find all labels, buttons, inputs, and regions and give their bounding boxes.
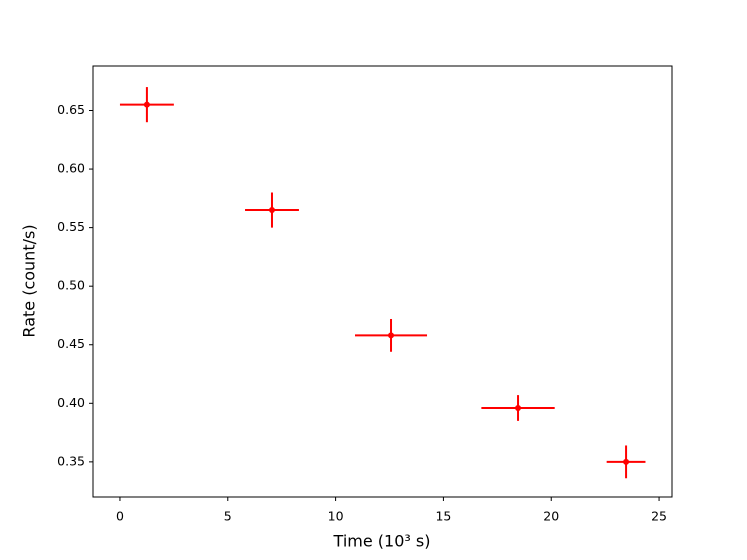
y-tick-label: 0.55	[57, 219, 85, 234]
y-tick-label: 0.65	[57, 102, 85, 117]
x-tick-label: 10	[328, 509, 344, 524]
data-point	[143, 101, 150, 108]
x-tick-label: 0	[116, 509, 124, 524]
y-tick-label: 0.45	[57, 336, 85, 351]
x-axis-label: Time (10³ s)	[333, 532, 431, 551]
x-tick-label: 25	[651, 509, 667, 524]
y-tick-label: 0.35	[57, 453, 85, 468]
x-tick-label: 5	[224, 509, 232, 524]
data-point	[388, 332, 395, 339]
x-tick-label: 15	[435, 509, 451, 524]
plot-frame	[92, 65, 673, 498]
data-point	[268, 207, 275, 214]
data-point	[623, 458, 630, 465]
y-axis-label: Rate (count/s)	[20, 224, 39, 337]
x-tick-label: 20	[543, 509, 559, 524]
data-point	[515, 404, 522, 411]
y-tick-label: 0.60	[57, 161, 85, 176]
y-tick-label: 0.40	[57, 395, 85, 410]
y-tick-label: 0.50	[57, 278, 85, 293]
